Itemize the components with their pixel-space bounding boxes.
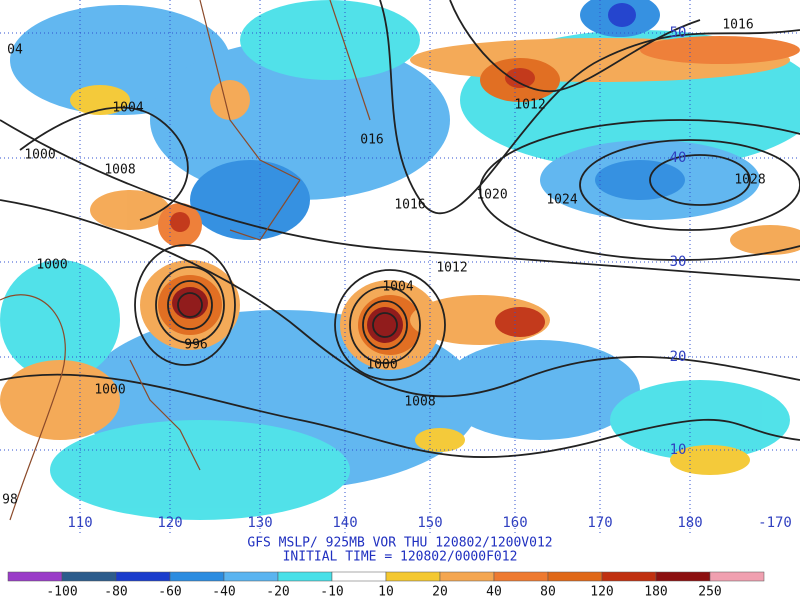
longitude-label: 130 [247, 515, 272, 531]
colorbar-label: -100 [46, 585, 77, 600]
latitude-label: 40 [670, 150, 687, 166]
colorbar: -100 -80 -60 -40 -20 -10 10 20 40 80 120 180 250 [7, 571, 765, 600]
isobar-label: 1000 [366, 358, 397, 373]
colorbar-swatch [493, 571, 549, 582]
isobar-label: 016 [360, 133, 383, 148]
isobar-label: 996 [184, 338, 207, 353]
colorbar-swatch [115, 571, 171, 582]
longitude-label: -170 [758, 515, 792, 531]
colorbar-swatch [439, 571, 495, 582]
grid [0, 0, 800, 535]
isobar-label: 1012 [514, 98, 545, 113]
title: GFS MSLP/ 925MB VOR THU 120802/1200V012 … [247, 536, 552, 565]
map [0, 0, 800, 535]
isobar-label: 04 [7, 43, 23, 58]
isobar-label: 1008 [404, 395, 435, 410]
colorbar-swatch [169, 571, 225, 582]
colorbar-swatch [655, 571, 711, 582]
latitude-label: 20 [670, 349, 687, 365]
isobar-label: 1016 [394, 198, 425, 213]
labels: 110 120 130 140 150 160 170 180 -170 50 40 30 20 10 10… [2, 18, 792, 532]
longitude-label: 140 [332, 515, 357, 531]
isobar-label: 1000 [24, 148, 55, 163]
longitude-label: 110 [67, 515, 92, 531]
colorbar-swatch [61, 571, 117, 582]
isobar-label: 1020 [476, 188, 507, 203]
colorbar-swatch [331, 571, 387, 582]
colorbar-label: 180 [644, 585, 667, 600]
colorbar-swatch [385, 571, 441, 582]
isobar-label: 1004 [382, 280, 413, 295]
longitude-label: 120 [157, 515, 182, 531]
colorbar-label: -80 [104, 585, 127, 600]
colorbar-swatch [7, 571, 63, 582]
isobar-label: 1024 [546, 193, 577, 208]
title-line: INITIAL TIME = 120802/0000F012 [283, 550, 518, 565]
isobar-label: 1016 [722, 18, 753, 33]
colorbar-label: -60 [158, 585, 181, 600]
colorbar-label: 10 [378, 585, 394, 600]
colorbar-label: 250 [698, 585, 721, 600]
longitude-label: 180 [677, 515, 702, 531]
isobar-label: 1000 [94, 383, 125, 398]
colorbar-label: 20 [432, 585, 448, 600]
colorbar-swatch [223, 571, 279, 582]
colorbar-swatch [709, 571, 765, 582]
isobar-label: 1004 [112, 101, 143, 116]
isobar-label: 1012 [436, 261, 467, 276]
isobar-label: 1028 [734, 173, 765, 188]
latitude-label: 50 [670, 25, 687, 41]
longitude-label: 170 [587, 515, 612, 531]
colorbar-label: -40 [212, 585, 235, 600]
isobar-label: 1008 [104, 163, 135, 178]
colorbar-swatch [547, 571, 603, 582]
colorbar-swatch [601, 571, 657, 582]
colorbar-label: -20 [266, 585, 289, 600]
title-line: GFS MSLP/ 925MB VOR THU 120802/1200V012 [247, 536, 552, 551]
colorbar-label: 80 [540, 585, 556, 600]
colorbar-label: -10 [320, 585, 343, 600]
isobar-label: 1000 [36, 258, 67, 273]
latitude-label: 10 [670, 442, 687, 458]
colorbar-label: 40 [486, 585, 502, 600]
longitude-label: 150 [417, 515, 442, 531]
latitude-label: 30 [670, 254, 687, 270]
isobar-label: 98 [2, 493, 18, 508]
colorbar-swatch [277, 571, 333, 582]
colorbar-label: 120 [590, 585, 613, 600]
isobars [0, 0, 800, 458]
longitude-label: 160 [502, 515, 527, 531]
